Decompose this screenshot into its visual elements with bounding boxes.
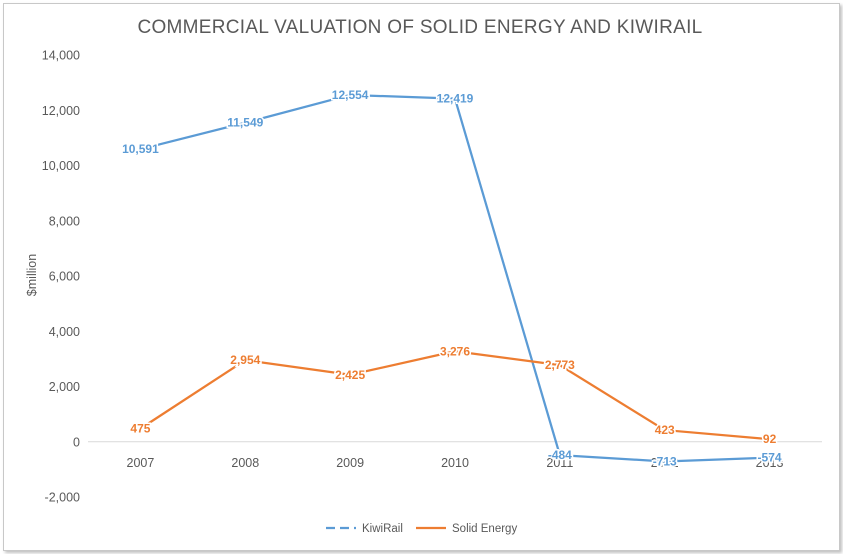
y-tick-label: 8,000 — [49, 214, 80, 228]
legend-label-kiwirail: KiwiRail — [362, 523, 403, 535]
data-point-solid-energy — [453, 349, 457, 353]
series-line-kiwirail — [140, 93, 770, 463]
data-labels: 10,591 11,549 12,554 12,419 -484 -713 -574 475 2… — [121, 86, 784, 470]
data-point-kiwirail — [453, 97, 457, 101]
x-axis-ticks: 2007200820092010201120122013 — [127, 456, 784, 470]
data-point-solid-energy — [558, 363, 562, 367]
data-label-solid-energy: 2,425 — [335, 368, 365, 382]
data-label-solid-energy: 3,276 — [440, 344, 470, 358]
y-tick-label: -2,000 — [45, 491, 80, 505]
data-point-solid-energy — [768, 437, 772, 441]
chart-title: COMMERCIAL VALUATION OF SOLID ENERGY AND… — [137, 17, 702, 38]
x-tick-label: 2011 — [546, 456, 573, 470]
x-tick-label: 2007 — [127, 456, 155, 470]
data-point-kiwirail — [348, 93, 352, 97]
data-label-solid-energy: 92 — [763, 432, 777, 446]
data-label-kiwirail: 12,419 — [437, 92, 474, 106]
y-tick-label: 14,000 — [42, 49, 80, 63]
legend-label-solid-energy: Solid Energy — [452, 523, 517, 535]
data-point-solid-energy — [243, 358, 247, 362]
data-label-solid-energy: 423 — [655, 423, 675, 437]
data-point-kiwirail — [768, 456, 772, 460]
data-point-kiwirail — [243, 121, 247, 125]
series-layer — [138, 93, 772, 463]
y-tick-label: 4,000 — [49, 325, 80, 339]
x-tick-label: 2008 — [231, 456, 259, 470]
data-label-kiwirail: -713 — [653, 454, 677, 468]
data-point-kiwirail — [138, 147, 142, 151]
y-tick-label: 6,000 — [49, 270, 80, 284]
data-label-kiwirail: -484 — [548, 448, 572, 462]
y-tick-label: 2,000 — [49, 380, 80, 394]
x-tick-label: 2010 — [441, 456, 469, 470]
y-tick-label: 10,000 — [42, 159, 80, 173]
data-point-kiwirail — [663, 459, 667, 463]
data-label-kiwirail: 11,549 — [227, 116, 263, 130]
data-label-solid-energy: 2,773 — [545, 358, 575, 372]
y-tick-label: 0 — [73, 435, 80, 449]
data-label-kiwirail: 10,591 — [122, 142, 159, 156]
x-tick-label: 2013 — [756, 456, 784, 470]
y-tick-label: 12,000 — [42, 104, 80, 118]
data-point-kiwirail — [558, 453, 562, 457]
y-axis-ticks: -2,000 0 2,000 4,000 6,000 8,000 10,000 12,000 1… — [42, 49, 80, 505]
x-tick-label: 2009 — [336, 456, 364, 470]
data-label-solid-energy: 2,954 — [230, 353, 260, 367]
data-point-solid-energy — [138, 427, 142, 431]
data-label-kiwirail: 12,554 — [332, 88, 369, 102]
data-point-solid-energy — [663, 428, 667, 432]
y-axis-title: $million — [25, 254, 39, 296]
data-point-solid-energy — [348, 373, 352, 377]
data-label-kiwirail: -574 — [758, 451, 782, 465]
legend: KiwiRail Solid Energy — [326, 523, 517, 535]
data-label-solid-energy: 475 — [130, 422, 150, 436]
